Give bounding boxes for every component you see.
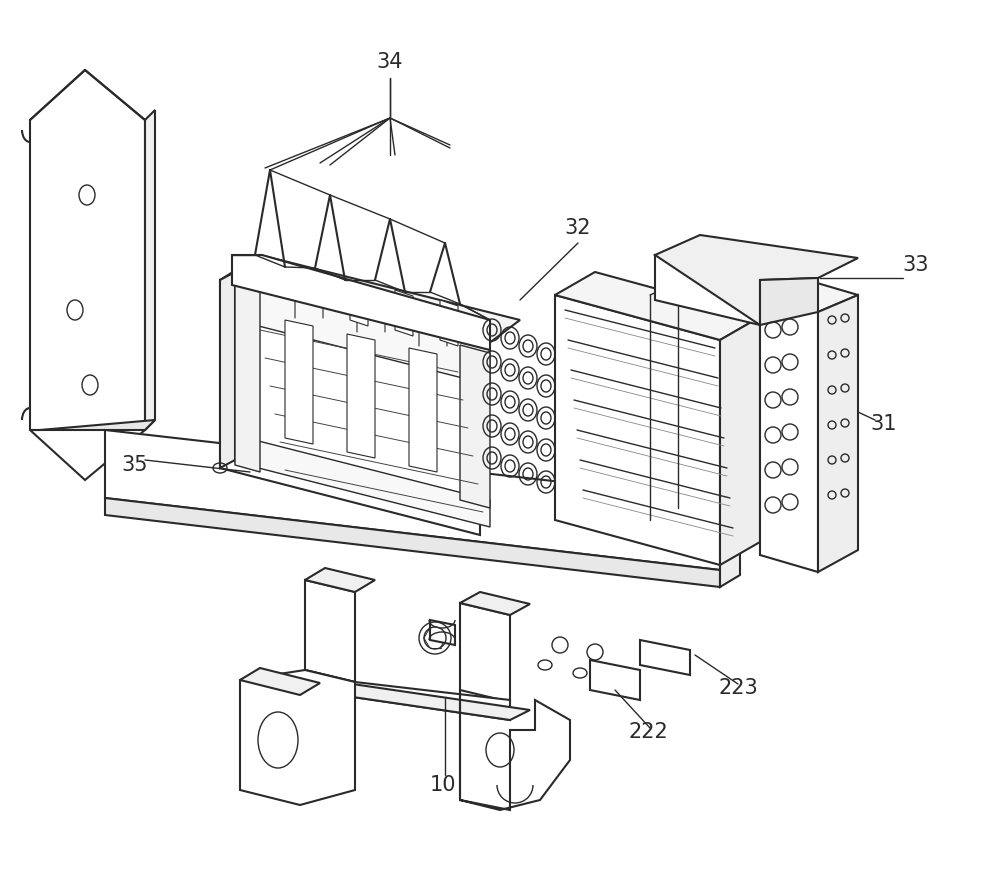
Polygon shape [720,488,740,587]
Polygon shape [460,690,570,810]
Polygon shape [240,670,355,805]
Polygon shape [760,295,818,572]
Text: 222: 222 [628,722,668,742]
Polygon shape [720,317,760,565]
Polygon shape [347,334,375,458]
Polygon shape [235,285,490,385]
Polygon shape [220,280,480,535]
Polygon shape [555,272,760,340]
Polygon shape [409,348,437,472]
Polygon shape [240,668,320,695]
Text: 31: 31 [871,414,897,434]
Polygon shape [232,255,490,350]
Text: 32: 32 [565,218,591,238]
Polygon shape [430,620,455,645]
Text: 223: 223 [718,678,758,698]
Polygon shape [440,300,458,346]
Polygon shape [105,430,720,570]
Text: 34: 34 [377,52,403,72]
Polygon shape [760,278,858,312]
Polygon shape [305,670,510,720]
Text: 35: 35 [122,455,148,475]
Polygon shape [220,272,235,468]
Polygon shape [460,603,510,702]
Polygon shape [235,435,490,527]
Text: 33: 33 [903,255,929,275]
Polygon shape [30,420,155,430]
Polygon shape [655,255,760,325]
Polygon shape [460,345,490,508]
Polygon shape [285,320,313,444]
Polygon shape [305,580,355,682]
Polygon shape [655,235,858,325]
Polygon shape [350,280,368,326]
Polygon shape [305,568,375,592]
Text: 10: 10 [430,775,456,795]
Polygon shape [395,290,413,336]
Polygon shape [30,70,145,480]
Polygon shape [145,110,155,430]
Polygon shape [760,278,818,325]
Polygon shape [590,660,640,700]
Polygon shape [220,255,520,350]
Polygon shape [818,295,858,572]
Polygon shape [235,285,260,472]
Polygon shape [105,498,720,587]
Polygon shape [460,592,530,615]
Polygon shape [640,640,690,675]
Polygon shape [305,680,530,720]
Polygon shape [555,295,720,565]
